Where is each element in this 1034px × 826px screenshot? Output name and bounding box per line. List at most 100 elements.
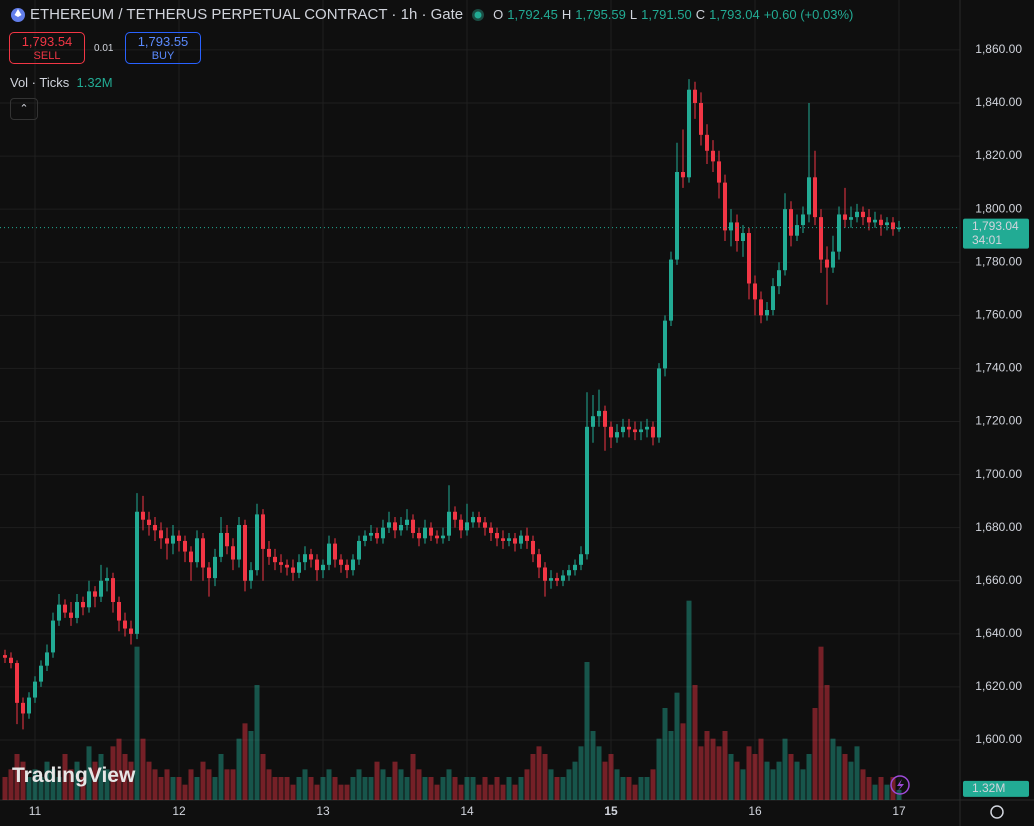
candle-body [759,299,763,316]
volume-bar [578,746,584,800]
volume-bar [530,754,536,800]
last-price-badge [963,218,1029,249]
volume-bar [812,708,818,800]
volume-bar [482,777,488,800]
sell-button[interactable]: 1,793.54 SELL [9,32,85,64]
candle-body [345,564,349,571]
volume-bar [770,769,776,800]
candle-body [453,511,457,520]
volume-bar [500,784,506,800]
candle-body [201,538,205,568]
collapse-button[interactable]: ⌃ [10,98,38,120]
volume-bar [866,777,872,800]
candle-body [45,652,49,666]
candle-body [213,556,217,579]
x-tick-label: 16 [748,804,762,818]
candle-body [663,320,667,369]
candle-body [819,217,823,260]
y-tick-label: 1,820.00 [975,148,1022,162]
close-key: C [695,7,706,22]
candle-body [309,554,313,560]
volume-bar [602,761,608,800]
volume-bar [818,646,824,800]
candle-body [75,601,79,618]
volume-bar [848,761,854,800]
buy-button[interactable]: 1,793.55 BUY [125,32,201,64]
candle-body [645,426,649,430]
volume-bar [440,777,446,800]
volume-bar [80,777,86,800]
volume-bar [728,754,734,800]
volume-bar [554,777,560,800]
candle-body [675,171,679,260]
volume-bar [752,754,758,800]
volume-bar [470,777,476,800]
volume-bar [854,746,860,800]
volume-bar [344,784,350,800]
candle-body [153,525,157,531]
open-value: 1,792.45 [507,7,558,22]
volume-bar [134,646,140,800]
candle-body [849,217,853,220]
candle-body [441,535,445,539]
volume-bar [872,784,878,800]
volume-bar [224,769,230,800]
volume-bar [182,784,188,800]
volume-bar [128,761,134,800]
volume-bar [548,769,554,800]
candle-body [423,527,427,539]
last-price-label: 1,793.04 [972,219,1019,233]
volume-bar [278,777,284,800]
candle-body [783,209,787,271]
volume-bar [434,784,440,800]
candle-body [57,604,61,621]
volume-bar [878,777,884,800]
low-value: 1,791.50 [641,7,692,22]
volume-bar [104,769,110,800]
candle-body [171,535,175,544]
volume-bar [584,662,590,800]
candle-body [603,410,607,427]
symbol-title[interactable]: ETHEREUM / TETHERUS PERPETUAL CONTRACT ·… [30,6,464,23]
buy-label: BUY [151,50,175,62]
volume-bar [350,777,356,800]
candle-body [555,578,559,581]
volume-bar [332,777,338,800]
volume-bar [782,738,788,800]
volume-bar [524,769,530,800]
low-key: L [629,7,638,22]
volume-bar [338,784,344,800]
volume-bar [380,769,386,800]
candle-body [117,601,121,621]
volume-bar [536,746,542,800]
volume-bar [206,769,212,800]
volume-bar [686,600,692,800]
volume-bar [50,769,56,800]
volume-bar [692,685,698,800]
candle-body [747,233,751,284]
candle-body [129,628,133,634]
candle-body [99,580,103,597]
candle-body [813,177,817,218]
candle-body [789,209,793,236]
candle-body [297,562,301,573]
candle-body [861,211,865,218]
candle-body [15,663,19,703]
candle-body [837,214,841,252]
volume-bar [722,731,728,800]
y-tick-label: 1,640.00 [975,626,1022,640]
volume-bar [476,784,482,800]
candle-body [207,567,211,579]
candle-body [579,554,583,565]
y-tick-label: 1,700.00 [975,467,1022,481]
volume-bar [836,746,842,800]
volume-bar [248,731,254,800]
symbol-header: ETHEREUM / TETHERUS PERPETUAL CONTRACT ·… [10,6,853,23]
volume-bar [824,685,830,800]
volume-bar [20,761,26,800]
volume-bar [890,777,896,800]
candle-body [465,522,469,531]
candle-body [105,578,109,581]
volume-bar [416,769,422,800]
